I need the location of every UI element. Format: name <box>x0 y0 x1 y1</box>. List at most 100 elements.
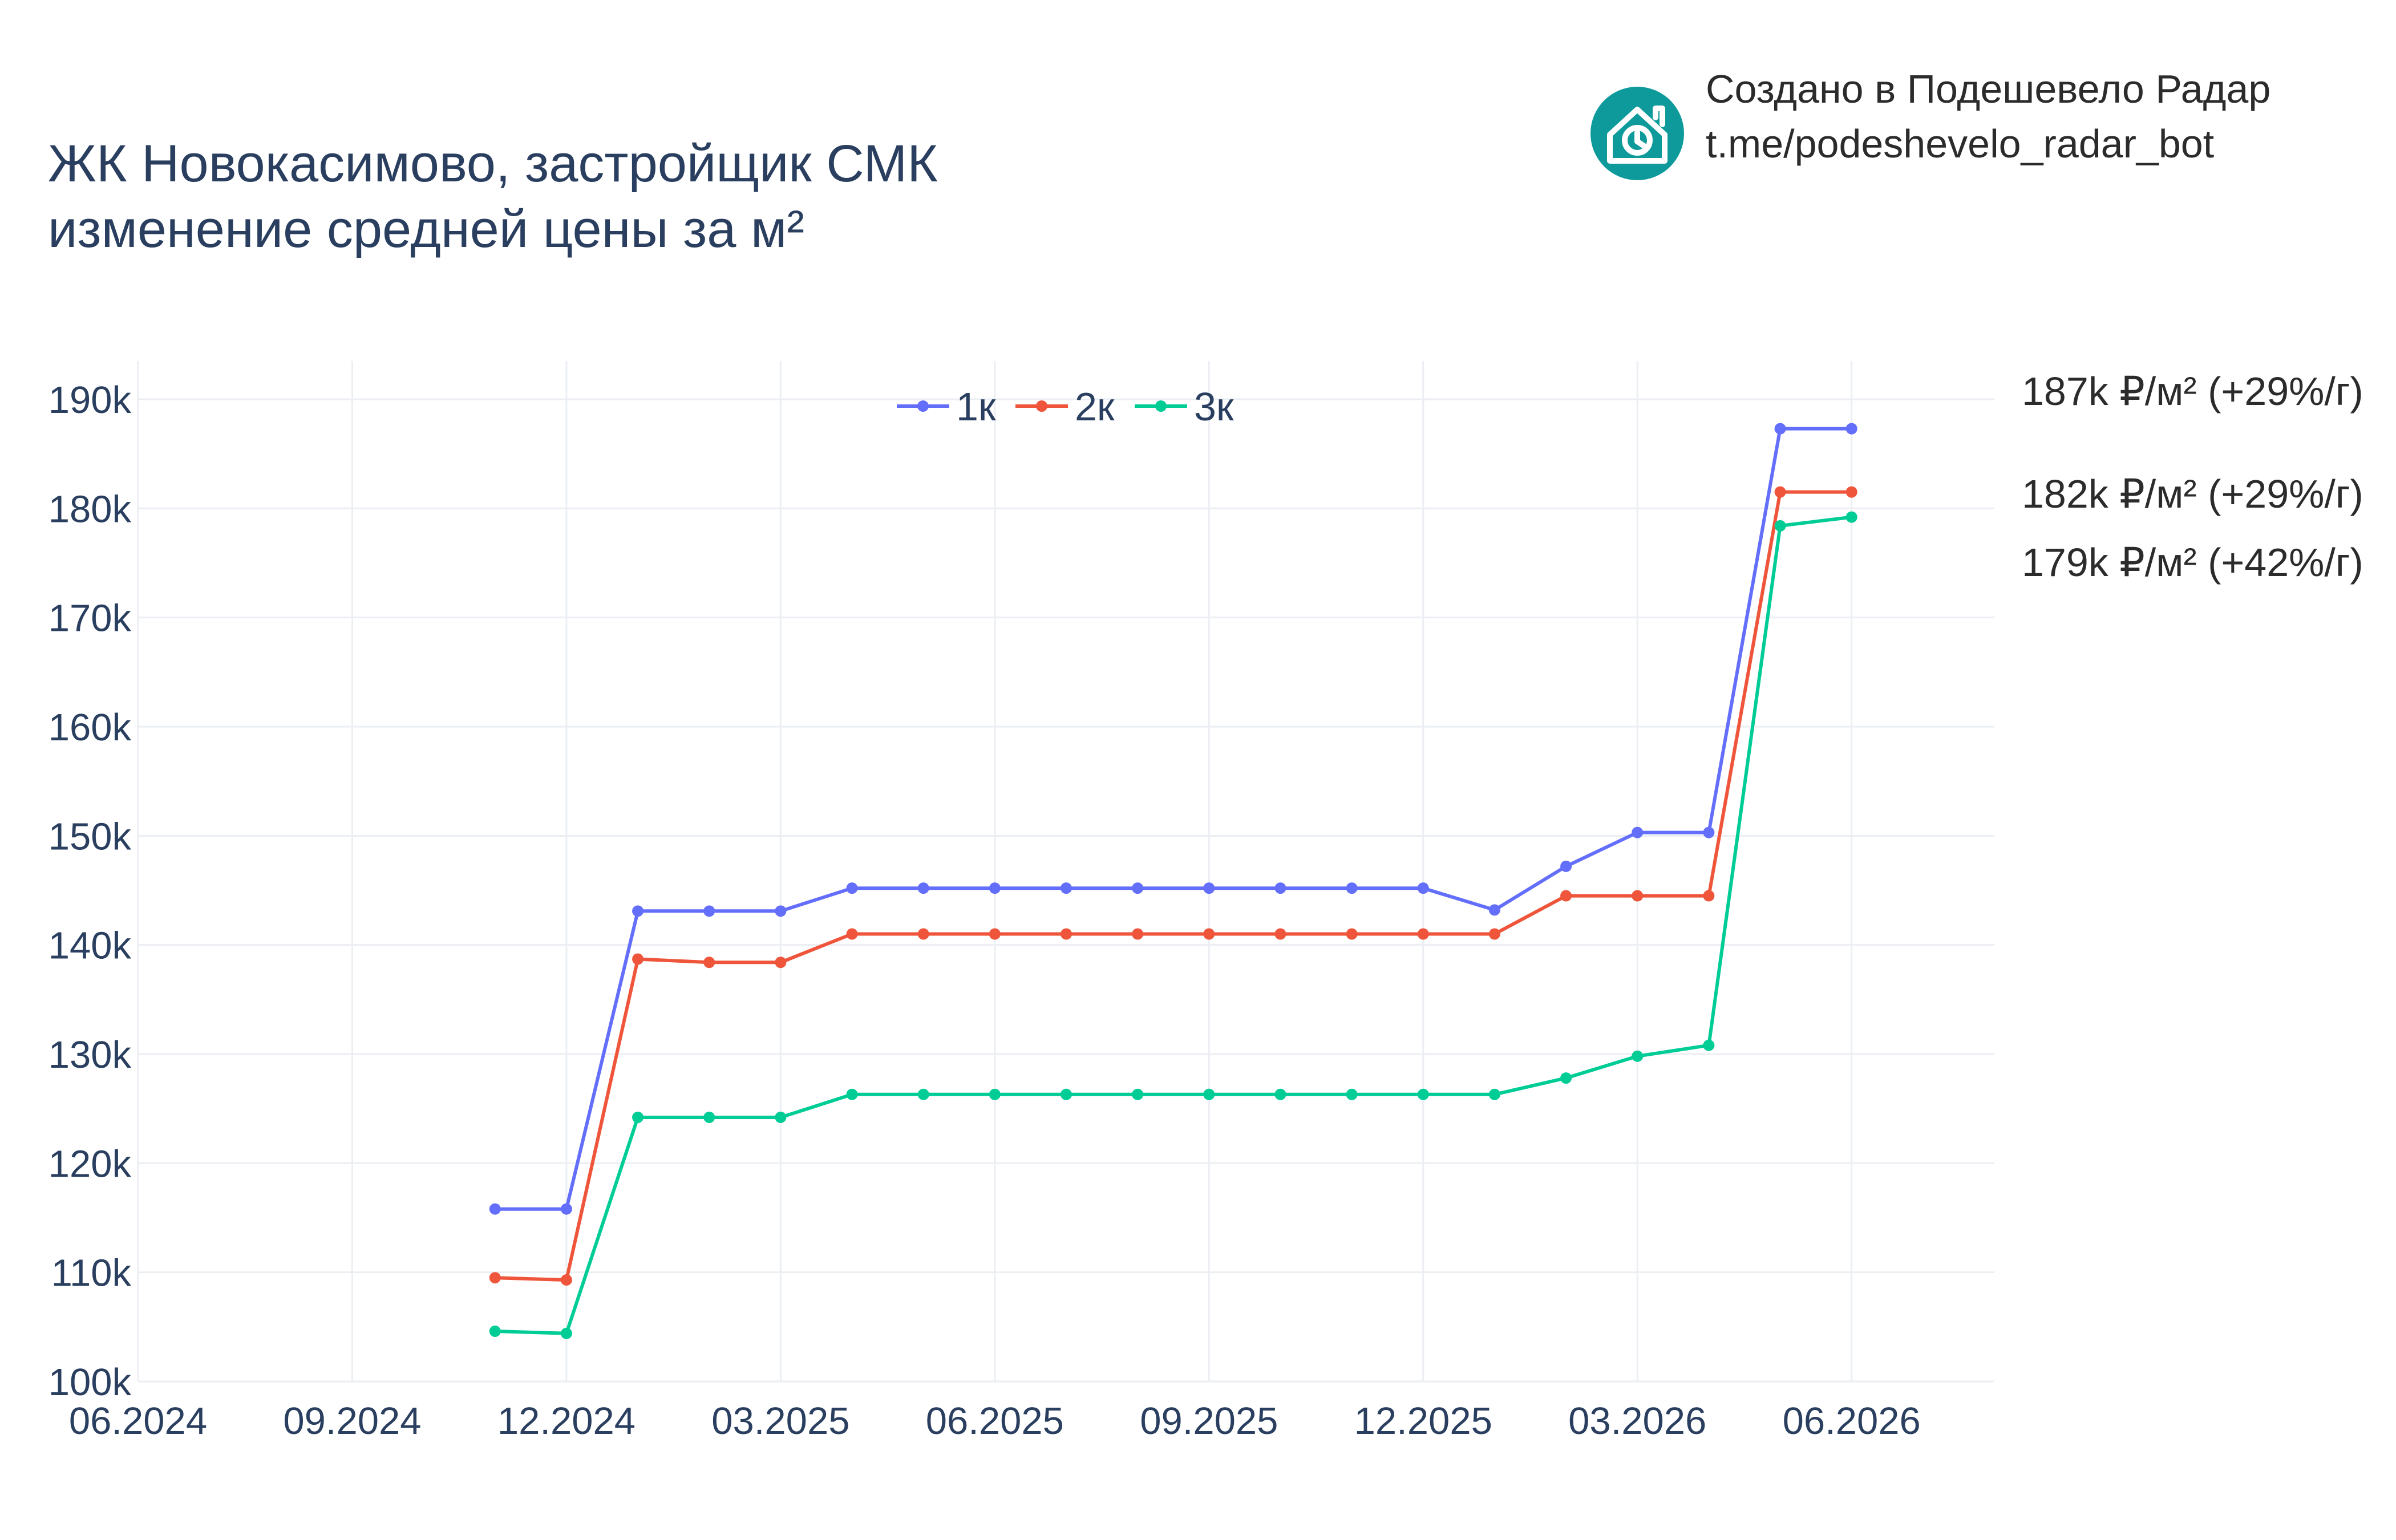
data-point <box>632 953 644 965</box>
series-line <box>495 427 1852 1211</box>
data-point <box>703 905 715 917</box>
y-tick-label: 140k <box>48 925 132 967</box>
brand-text-line-1: Создано в Подешевело Радар <box>1706 67 2270 111</box>
data-point <box>775 905 787 917</box>
legend-label: 2к <box>1075 384 1115 429</box>
data-point <box>989 882 1001 894</box>
data-point <box>1488 928 1500 940</box>
x-tick-label: 06.2024 <box>69 1400 207 1442</box>
data-point <box>632 905 644 917</box>
data-point <box>1061 882 1072 894</box>
data-point <box>1488 1088 1500 1100</box>
y-tick-label: 120k <box>48 1142 132 1185</box>
data-point <box>1488 904 1500 916</box>
legend-swatch-marker <box>1036 400 1047 412</box>
data-point <box>1132 882 1144 894</box>
brand-text-line-2: t.me/podeshevelo_radar_bot <box>1706 121 2214 166</box>
data-point <box>1346 882 1358 894</box>
data-point <box>1560 1072 1572 1084</box>
data-point <box>846 882 858 894</box>
data-point <box>1417 1088 1429 1100</box>
data-point <box>1632 1050 1644 1062</box>
end-labels: 187k ₽/м² (+29%/г) 182k ₽/м² (+29%/г) 179k… <box>2022 369 2363 585</box>
data-point <box>1203 928 1215 940</box>
series-3 <box>489 511 1857 1339</box>
data-point <box>560 1203 572 1215</box>
data-point <box>1703 1039 1715 1051</box>
data-point <box>1346 1088 1358 1100</box>
legend-item-3[interactable]: 3к <box>1135 384 1234 429</box>
x-tick-label: 09.2024 <box>283 1400 421 1442</box>
data-point <box>489 1203 501 1215</box>
data-point <box>846 1088 858 1100</box>
legend-item-1[interactable]: 1к <box>897 384 996 429</box>
data-point <box>1346 928 1358 940</box>
data-point <box>703 1111 715 1123</box>
series <box>489 423 1857 1339</box>
data-point <box>1132 1088 1144 1100</box>
brand-logo <box>1590 87 1684 180</box>
data-point <box>1774 486 1786 498</box>
data-point <box>1560 860 1572 872</box>
data-point <box>703 957 715 968</box>
data-point <box>989 1088 1001 1100</box>
data-point <box>1417 882 1429 894</box>
legend-item-2[interactable]: 2к <box>1015 384 1115 429</box>
legend: 1к 2к 3к <box>897 384 1234 429</box>
end-label-series-1: 187k ₽/м² (+29%/г) <box>2022 369 2363 414</box>
y-tick-label: 180k <box>48 488 132 530</box>
data-point <box>1274 928 1286 940</box>
data-point <box>1203 1088 1215 1100</box>
series-line <box>495 515 1852 1335</box>
y-tick-label: 100k <box>48 1361 132 1404</box>
x-tick-label: 03.2026 <box>1568 1400 1706 1442</box>
y-tick-label: 170k <box>48 597 132 640</box>
data-point <box>917 1088 929 1100</box>
data-point <box>917 928 929 940</box>
y-axis-ticks: 100k 110k 120k 130k 140k 150k 160k 170k 180k 190k <box>48 379 132 1404</box>
data-point <box>1274 1088 1286 1100</box>
data-point <box>1774 423 1786 435</box>
series-line <box>495 490 1852 1282</box>
x-tick-label: 12.2025 <box>1354 1400 1492 1442</box>
house-clock-icon <box>1607 106 1668 164</box>
chart-title-line-2: изменение средней цены за м² <box>48 200 804 258</box>
data-point <box>1274 882 1286 894</box>
data-point <box>489 1325 501 1337</box>
end-label-series-3: 179k ₽/м² (+42%/г) <box>2022 540 2363 585</box>
data-point <box>1061 928 1072 940</box>
x-axis-ticks: 06.2024 09.2024 12.2024 03.2025 06.2025 09.20… <box>69 1400 1921 1442</box>
data-point <box>560 1327 572 1339</box>
data-point <box>1703 890 1715 902</box>
data-point <box>1774 520 1786 532</box>
x-tick-label: 09.2025 <box>1140 1400 1278 1442</box>
legend-swatch-marker <box>917 400 929 412</box>
data-point <box>989 928 1001 940</box>
data-point <box>1845 423 1857 435</box>
data-point <box>1703 826 1715 838</box>
x-tick-label: 12.2024 <box>497 1400 636 1442</box>
data-point <box>1203 882 1215 894</box>
data-point <box>1845 511 1857 523</box>
chart-title-line-1: ЖК Новокасимово, застройщик СМК <box>48 135 938 193</box>
data-point <box>1417 928 1429 940</box>
data-point <box>560 1274 572 1286</box>
data-point <box>1845 486 1857 498</box>
data-point <box>1061 1088 1072 1100</box>
data-point <box>846 928 858 940</box>
end-label-series-2: 182k ₽/м² (+29%/г) <box>2022 472 2363 516</box>
y-tick-label: 190k <box>48 379 132 422</box>
data-point <box>1132 928 1144 940</box>
y-tick-label: 160k <box>48 706 132 749</box>
data-point <box>775 1111 787 1123</box>
grid <box>137 361 1994 1383</box>
x-tick-label: 06.2026 <box>1783 1400 1921 1442</box>
y-tick-label: 110k <box>51 1252 132 1295</box>
data-point <box>632 1111 644 1123</box>
legend-label: 1к <box>956 384 996 429</box>
data-point <box>775 957 787 968</box>
data-point <box>917 882 929 894</box>
y-tick-label: 150k <box>48 815 132 858</box>
legend-swatch-marker <box>1155 400 1167 412</box>
